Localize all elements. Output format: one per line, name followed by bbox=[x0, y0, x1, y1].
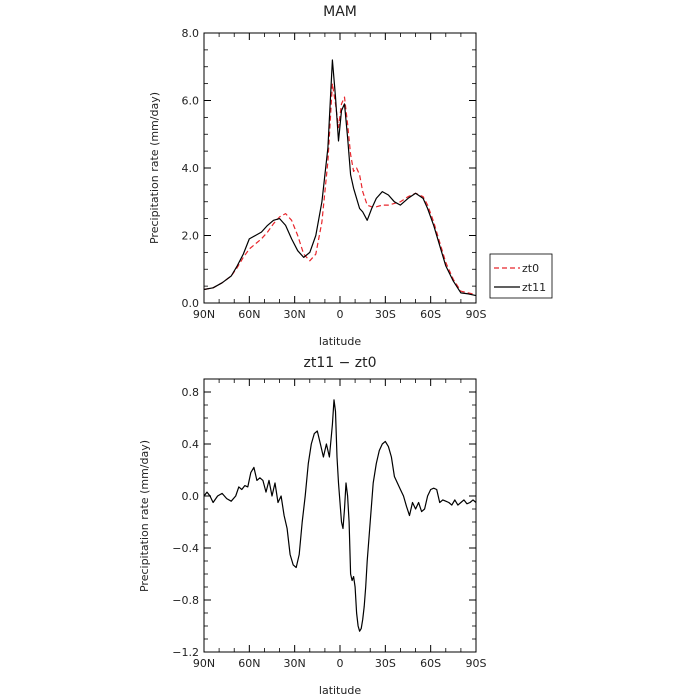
top-chart-panel: MAM Precipitation rate (mm/day) latitude… bbox=[148, 4, 553, 348]
top-y-tick-label: 4.0 bbox=[182, 162, 200, 175]
legend: zt0 zt11 bbox=[489, 253, 553, 299]
top-chart-ylabel: Precipitation rate (mm/day) bbox=[148, 92, 161, 244]
bottom-x-tick-label: 0 bbox=[337, 657, 344, 670]
bottom-x-tick-label: 90N bbox=[193, 657, 215, 670]
bottom-x-tick-label: 60N bbox=[238, 657, 260, 670]
top-series-line-zt11 bbox=[203, 59, 477, 297]
bottom-series-line-difference bbox=[203, 399, 477, 632]
top-y-tick-label: 0.0 bbox=[182, 297, 200, 310]
top-series-line-zt0 bbox=[203, 82, 477, 296]
bottom-y-tick-label: 0.4 bbox=[182, 438, 200, 451]
bottom-y-tick-label: −0.4 bbox=[172, 542, 199, 555]
bottom-y-tick-label: −1.2 bbox=[172, 646, 199, 659]
top-y-tick-label: 6.0 bbox=[182, 95, 200, 108]
bottom-x-tick-label: 60S bbox=[420, 657, 441, 670]
bottom-x-tick-label: 30N bbox=[284, 657, 306, 670]
bottom-chart-frame bbox=[203, 378, 477, 653]
bottom-chart-xlabel: latitude bbox=[319, 684, 361, 697]
bottom-x-tick-label: 30S bbox=[375, 657, 396, 670]
top-chart-tick-labels: 90N 60N 30N 0 30S 60S 90S 0.0 2.0 4.0 6.0 8.0 bbox=[182, 27, 487, 321]
top-chart-xlabel: latitude bbox=[319, 335, 361, 348]
legend-label-zt11: zt11 bbox=[522, 281, 546, 294]
top-x-tick-label: 90N bbox=[193, 308, 215, 321]
bottom-y-tick-label: 0.8 bbox=[182, 386, 200, 399]
top-x-tick-label: 30N bbox=[284, 308, 306, 321]
legend-box bbox=[489, 253, 553, 299]
top-x-tick-label: 90S bbox=[466, 308, 487, 321]
top-y-tick-label: 8.0 bbox=[182, 27, 200, 40]
top-x-tick-label: 60N bbox=[238, 308, 260, 321]
bottom-chart-panel: zt11 − zt0 Precipitation rate (mm/day) l… bbox=[138, 355, 487, 697]
bottom-chart-ylabel: Precipitation rate (mm/day) bbox=[138, 440, 151, 592]
bottom-chart-series bbox=[203, 399, 477, 632]
bottom-chart-ticks bbox=[203, 379, 477, 653]
top-y-tick-label: 2.0 bbox=[182, 230, 200, 243]
bottom-chart-tick-labels: 90N 60N 30N 0 30S 60S 90S −1.2 −0.8 −0.4 0.0 0.4 0.8 bbox=[172, 386, 486, 670]
bottom-chart-title: zt11 − zt0 bbox=[303, 355, 376, 371]
top-chart-title: MAM bbox=[323, 4, 357, 20]
top-chart-series bbox=[203, 59, 477, 297]
top-chart-frame bbox=[203, 32, 477, 304]
bottom-y-tick-label: −0.8 bbox=[172, 594, 199, 607]
top-x-tick-label: 60S bbox=[420, 308, 441, 321]
legend-label-zt0: zt0 bbox=[522, 262, 539, 275]
top-x-tick-label: 30S bbox=[375, 308, 396, 321]
bottom-x-tick-label: 90S bbox=[466, 657, 487, 670]
bottom-y-tick-label: 0.0 bbox=[182, 490, 200, 503]
top-x-tick-label: 0 bbox=[337, 308, 344, 321]
